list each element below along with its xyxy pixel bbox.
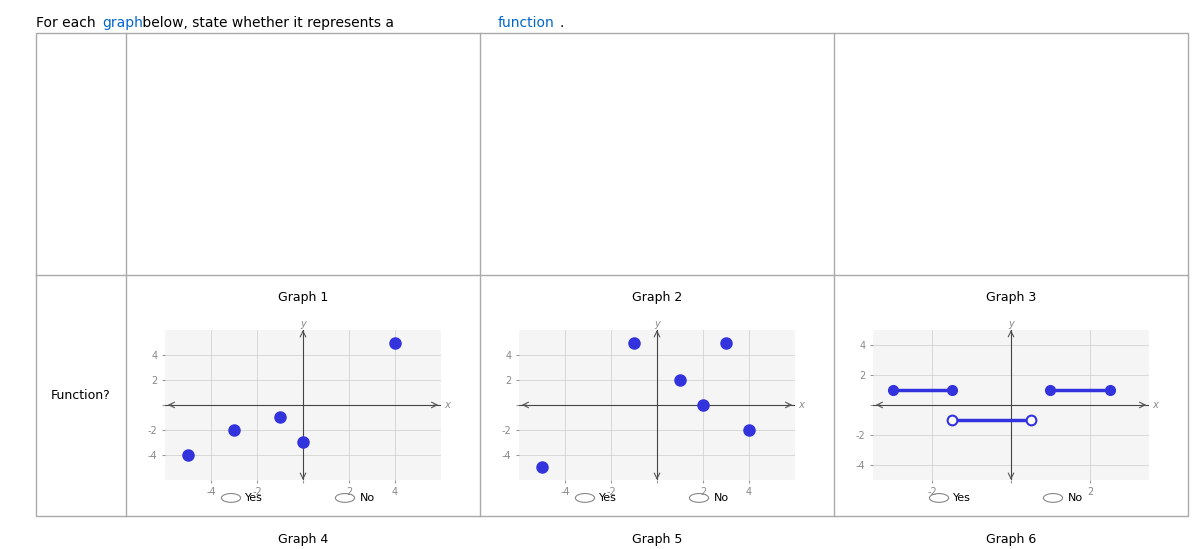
Text: Function?: Function? bbox=[52, 389, 110, 402]
Text: No: No bbox=[360, 493, 374, 503]
Text: For each: For each bbox=[36, 16, 100, 31]
Text: Yes: Yes bbox=[246, 493, 263, 503]
Text: No: No bbox=[714, 493, 728, 503]
Text: below, state whether it represents a: below, state whether it represents a bbox=[138, 16, 398, 31]
Text: Yes: Yes bbox=[600, 493, 617, 503]
Text: x: x bbox=[797, 400, 805, 410]
Text: Graph 5: Graph 5 bbox=[632, 533, 682, 546]
Text: Graph 3: Graph 3 bbox=[986, 292, 1036, 304]
Text: No: No bbox=[1068, 493, 1082, 503]
Text: Graph 2: Graph 2 bbox=[632, 292, 682, 304]
Text: graph: graph bbox=[102, 16, 143, 31]
Text: .: . bbox=[559, 16, 564, 31]
Text: Graph 4: Graph 4 bbox=[278, 533, 328, 546]
Text: x: x bbox=[1151, 400, 1159, 410]
Text: function: function bbox=[498, 16, 554, 31]
Text: Graph 6: Graph 6 bbox=[986, 533, 1036, 546]
Text: Yes: Yes bbox=[953, 493, 971, 503]
Text: y: y bbox=[1008, 320, 1014, 329]
Text: Graph 1: Graph 1 bbox=[278, 292, 328, 304]
Text: y: y bbox=[654, 320, 660, 329]
Text: x: x bbox=[443, 400, 451, 410]
Text: y: y bbox=[300, 320, 306, 329]
